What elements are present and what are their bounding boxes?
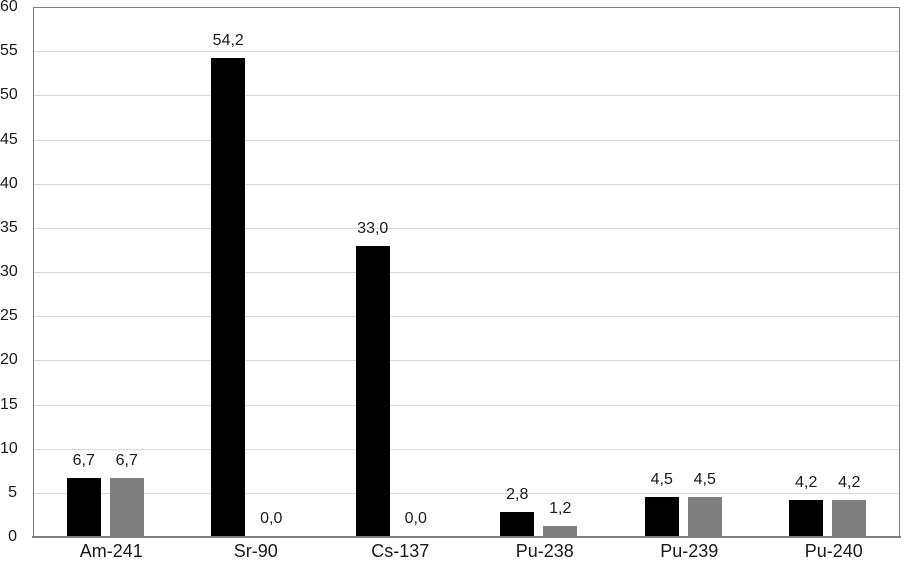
y-tick-label: 25 xyxy=(0,307,18,325)
bar-gray-series-Am-241 xyxy=(109,477,144,537)
y-tick-label: 60 xyxy=(0,0,18,15)
gridline xyxy=(34,51,899,53)
y-tick-label: 55 xyxy=(0,42,18,60)
bar-gray-series-Pu-238 xyxy=(543,526,578,537)
y-tick-label: 20 xyxy=(0,351,18,369)
bar-black-series-Sr-90 xyxy=(211,58,246,537)
y-tick-label: 0 xyxy=(8,528,17,545)
bar-black-series-Pu-238 xyxy=(500,512,535,537)
data-label: 4,2 xyxy=(838,473,861,491)
bar-gray-series-Pu-240 xyxy=(832,499,867,537)
y-tick-label: 10 xyxy=(0,439,18,457)
data-label: 4,2 xyxy=(795,473,818,491)
y-tick-label: 30 xyxy=(0,263,18,280)
data-label: 54,2 xyxy=(212,32,244,50)
data-label: 0,0 xyxy=(260,510,283,527)
bar-black-series-Cs-137 xyxy=(355,245,390,537)
gridline xyxy=(34,404,899,406)
data-label: 1,2 xyxy=(549,500,572,518)
category-label: Am-241 xyxy=(79,541,143,561)
x-axis-line xyxy=(32,536,901,538)
y-tick-label: 15 xyxy=(0,395,18,413)
y-tick-label: 40 xyxy=(0,174,18,192)
y-tick-label: 50 xyxy=(0,86,18,104)
data-label: 33,0 xyxy=(357,219,389,237)
gridline xyxy=(34,360,899,362)
gridline xyxy=(34,272,899,273)
data-label: 2,8 xyxy=(506,486,529,504)
data-label: 4,5 xyxy=(693,471,716,489)
data-label: 6,7 xyxy=(115,451,138,469)
bar-black-series-Pu-240 xyxy=(789,499,824,537)
gridline xyxy=(34,183,899,185)
gridline xyxy=(34,227,899,229)
bar-black-series-Am-241 xyxy=(66,477,101,537)
y-tick-label: 35 xyxy=(0,218,18,236)
gridline xyxy=(34,139,899,141)
category-label: Pu-239 xyxy=(660,541,719,561)
category-label: Cs-137 xyxy=(371,541,430,561)
category-label: Sr-90 xyxy=(233,541,278,561)
data-label: 0,0 xyxy=(404,510,427,527)
y-tick-label: 45 xyxy=(0,130,18,148)
category-label: Pu-240 xyxy=(804,541,863,561)
bar-black-series-Pu-239 xyxy=(644,497,679,537)
category-label: Pu-238 xyxy=(515,541,574,561)
bar-gray-series-Pu-239 xyxy=(687,497,722,537)
plot-area xyxy=(33,7,900,537)
gridline xyxy=(34,316,899,318)
data-label: 6,7 xyxy=(72,451,95,469)
gridline xyxy=(34,492,899,494)
data-label: 4,5 xyxy=(650,471,673,489)
gridline xyxy=(34,448,899,450)
y-tick-label: 5 xyxy=(8,483,17,501)
gridline xyxy=(34,95,899,97)
